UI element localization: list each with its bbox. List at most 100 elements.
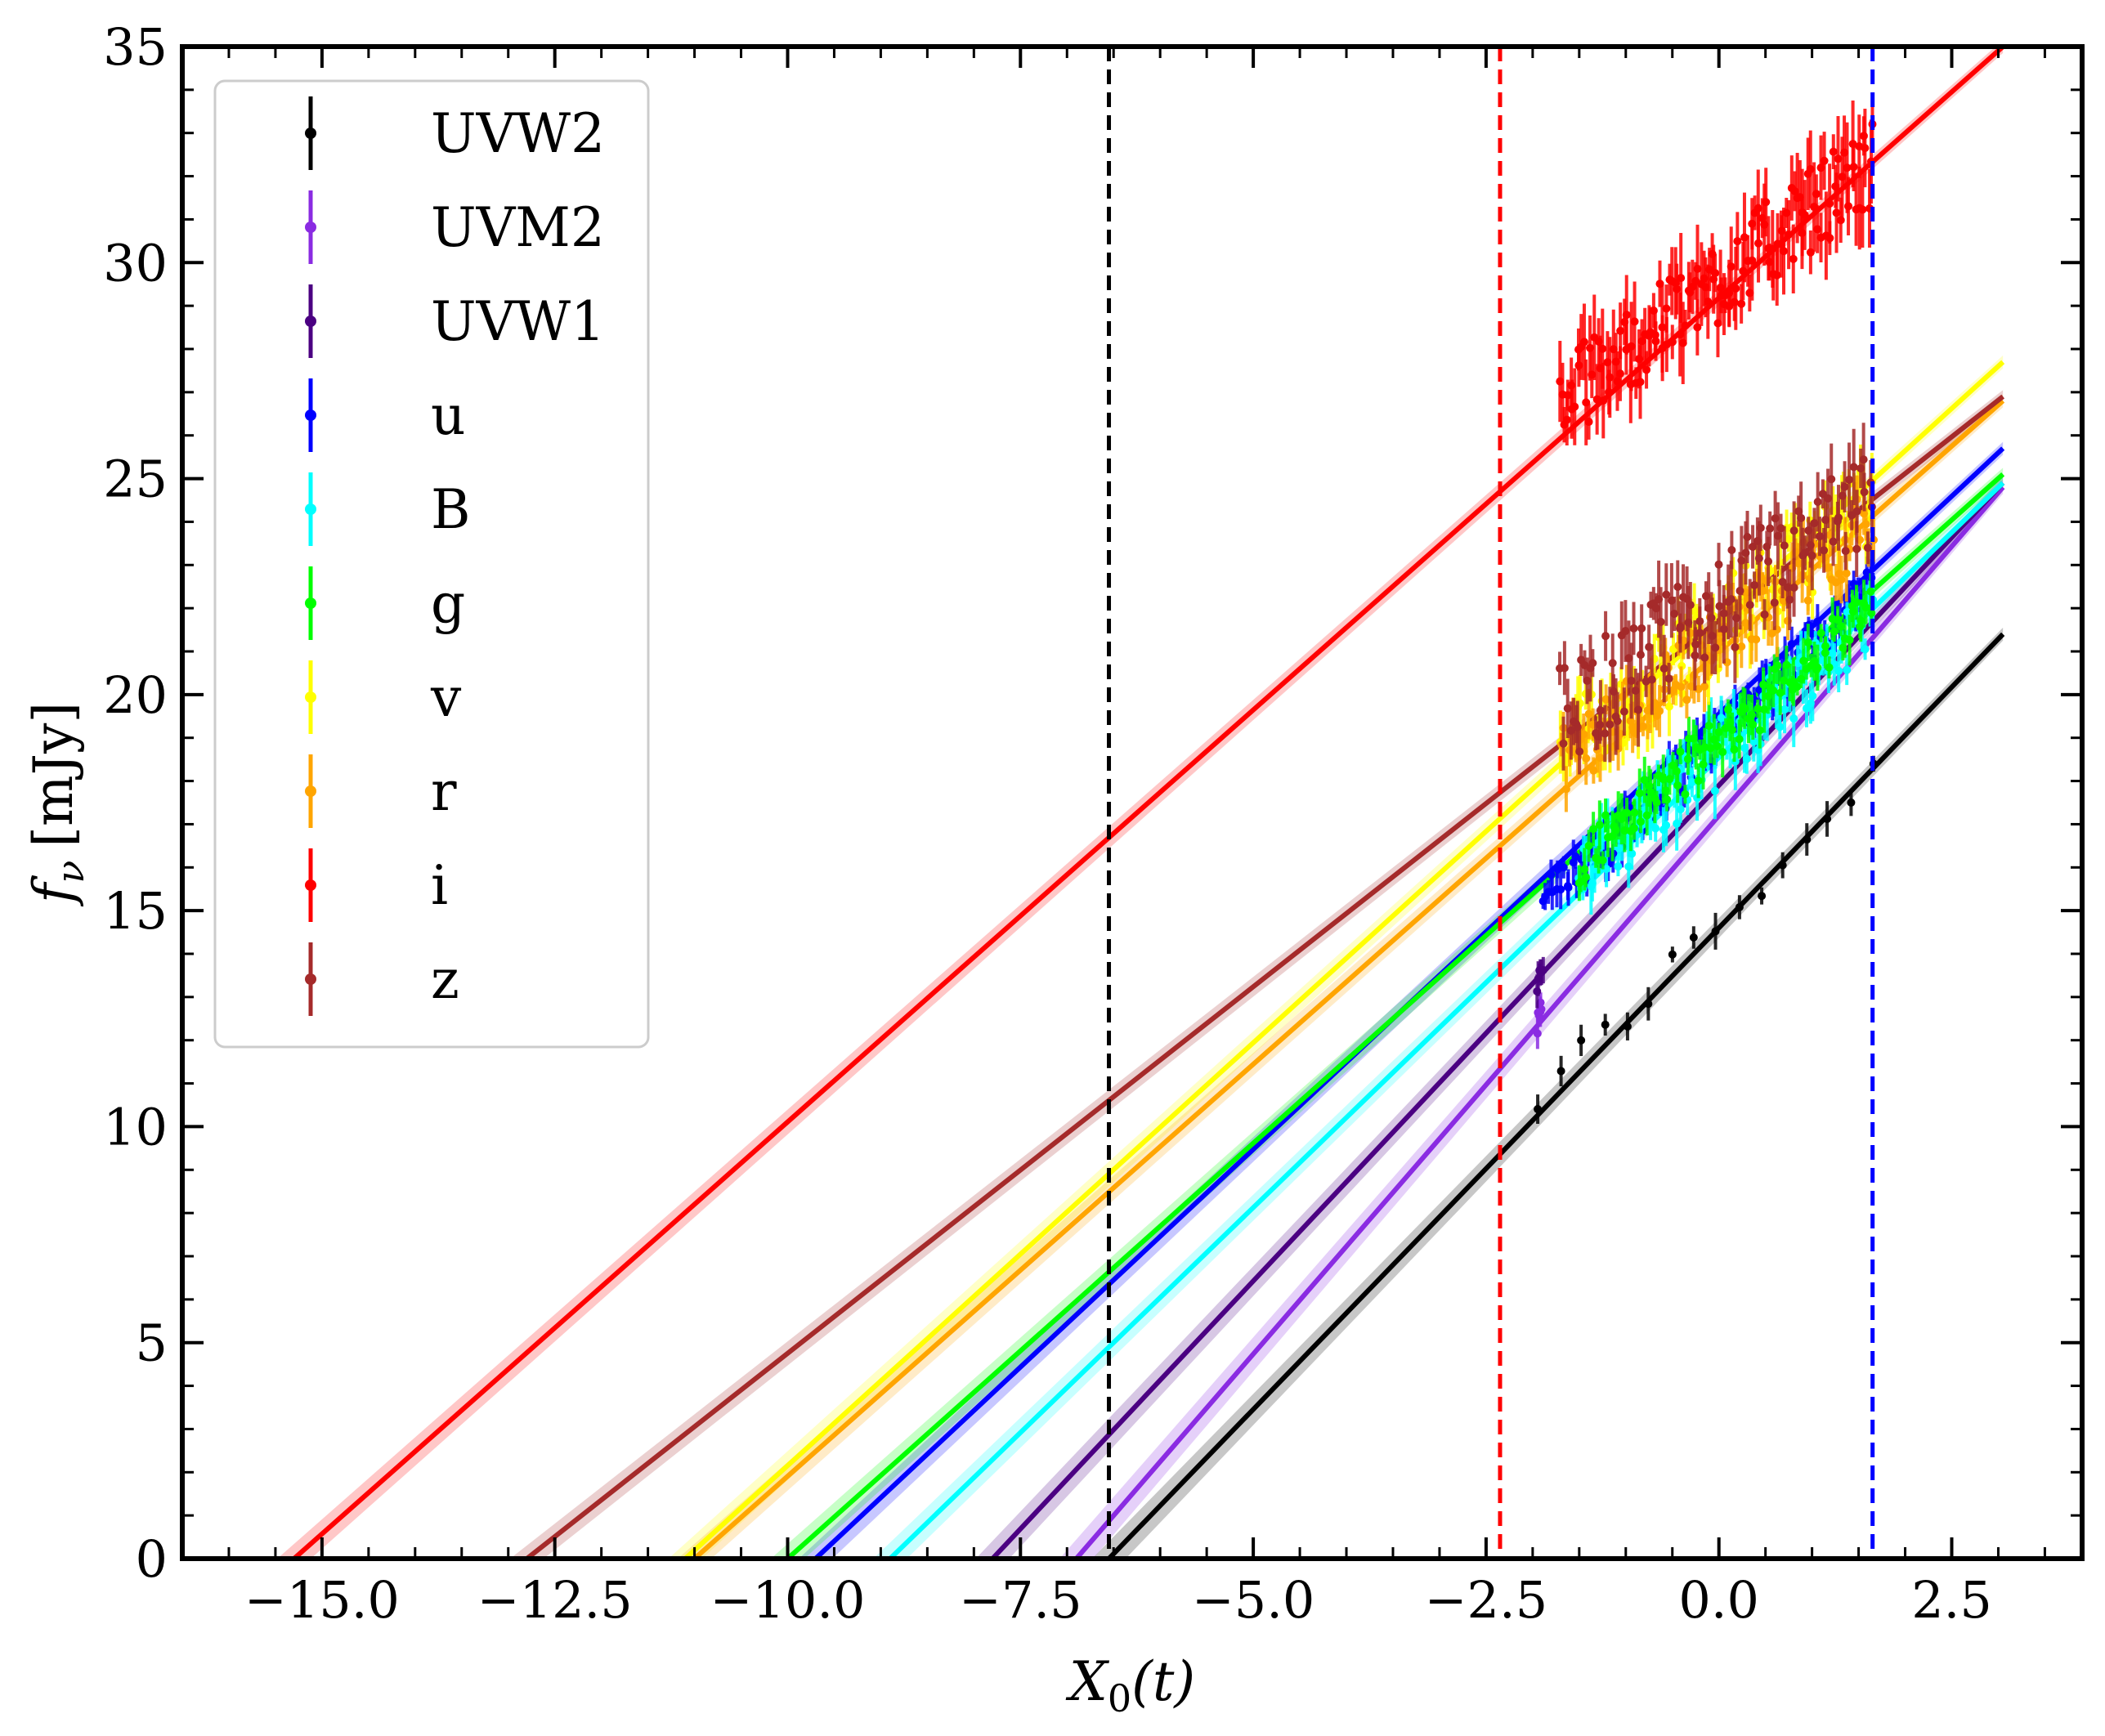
data-point xyxy=(1556,1067,1565,1076)
data-point xyxy=(1588,659,1597,668)
data-point xyxy=(1677,274,1686,283)
data-point xyxy=(1834,666,1843,675)
data-point xyxy=(1579,338,1588,347)
legend-marker-point xyxy=(305,503,316,515)
data-point xyxy=(1608,659,1617,668)
data-point xyxy=(1635,789,1644,798)
legend-item-i: i xyxy=(305,848,448,922)
data-point xyxy=(1785,595,1794,604)
y-axis-title: fν[mJy] xyxy=(22,702,92,907)
data-point xyxy=(1837,575,1846,584)
data-point xyxy=(1836,216,1845,225)
x-tick-label: 2.5 xyxy=(1911,1570,1992,1630)
data-point xyxy=(1735,735,1744,744)
data-point xyxy=(1560,664,1569,673)
data-point xyxy=(1861,144,1870,153)
data-point xyxy=(1644,1000,1653,1009)
data-point xyxy=(1606,720,1615,729)
data-point xyxy=(1807,551,1816,560)
data-point xyxy=(1681,790,1690,799)
data-point xyxy=(1636,378,1645,387)
data-point xyxy=(1731,642,1740,651)
y-axis-title-rest: [mJy] xyxy=(22,702,85,848)
data-point xyxy=(1596,706,1605,715)
data-point xyxy=(1849,163,1858,172)
data-point xyxy=(1852,507,1861,516)
legend-marker-point xyxy=(305,785,316,797)
x-axis-title-main: X xyxy=(1065,1650,1110,1713)
data-point xyxy=(1673,819,1682,828)
data-point xyxy=(1779,597,1788,606)
data-point xyxy=(1737,642,1746,651)
y-axis-title-sub: ν xyxy=(48,861,92,884)
data-point xyxy=(1753,705,1762,714)
data-point xyxy=(1713,741,1722,750)
data-point xyxy=(1642,365,1651,374)
data-point xyxy=(1636,817,1645,826)
data-point xyxy=(1748,256,1757,265)
data-point xyxy=(1754,554,1763,563)
x-tick-label: −10.0 xyxy=(710,1570,865,1630)
legend-marker-point xyxy=(305,691,316,703)
data-point xyxy=(1584,418,1593,427)
data-point xyxy=(1834,154,1843,163)
legend-label: i xyxy=(431,854,448,917)
data-point xyxy=(1727,595,1736,604)
data-point xyxy=(1803,638,1812,647)
data-point xyxy=(1664,702,1673,711)
fit-band-uvw2 xyxy=(1092,627,2004,1559)
legend-marker-point xyxy=(305,597,316,609)
data-point xyxy=(1687,778,1696,787)
data-point xyxy=(1797,513,1806,522)
data-point xyxy=(1861,520,1870,529)
data-point xyxy=(1623,808,1632,817)
data-point xyxy=(1866,587,1875,596)
data-point xyxy=(1813,498,1822,507)
data-point xyxy=(1638,722,1647,731)
data-point xyxy=(1689,933,1698,942)
data-point xyxy=(1586,343,1595,352)
data-point xyxy=(1859,455,1868,464)
data-point xyxy=(1719,609,1728,618)
data-point xyxy=(1852,597,1861,606)
data-point xyxy=(1733,237,1742,246)
data-point xyxy=(1700,653,1709,662)
data-point xyxy=(1637,624,1646,633)
data-point xyxy=(1628,849,1637,858)
y-tick-label: 5 xyxy=(136,1313,168,1373)
data-point xyxy=(1613,717,1622,726)
data-point xyxy=(1845,635,1854,644)
data-point xyxy=(1801,548,1810,557)
data-point xyxy=(1691,640,1700,649)
data-point xyxy=(1651,337,1660,346)
data-point xyxy=(1658,323,1667,332)
legend-item-uvw2: UVW2 xyxy=(305,96,605,170)
x-axis-title-rest: (t) xyxy=(1131,1650,1195,1713)
data-point xyxy=(1827,475,1836,484)
data-point xyxy=(1581,873,1590,882)
data-point xyxy=(1789,254,1798,263)
legend-marker-point xyxy=(305,409,316,421)
data-point xyxy=(1843,163,1852,172)
data-point xyxy=(1808,691,1817,700)
data-point xyxy=(1620,826,1629,835)
data-point xyxy=(1614,862,1623,871)
x-tick-label: −7.5 xyxy=(959,1570,1082,1630)
data-point xyxy=(1789,714,1798,723)
data-point xyxy=(1740,705,1749,714)
data-point xyxy=(1559,863,1568,872)
data-point xyxy=(1710,786,1719,795)
data-point xyxy=(1630,808,1639,817)
data-point xyxy=(1662,821,1671,830)
data-point xyxy=(1584,841,1593,850)
legend-item-r: r xyxy=(305,754,457,828)
data-point xyxy=(1676,747,1685,756)
data-point xyxy=(1737,299,1746,308)
y-tick-label: 20 xyxy=(103,665,168,725)
data-point xyxy=(1622,311,1631,320)
data-point xyxy=(1755,726,1764,735)
legend-label: UVW2 xyxy=(431,102,605,165)
data-series-g xyxy=(1574,573,1876,902)
